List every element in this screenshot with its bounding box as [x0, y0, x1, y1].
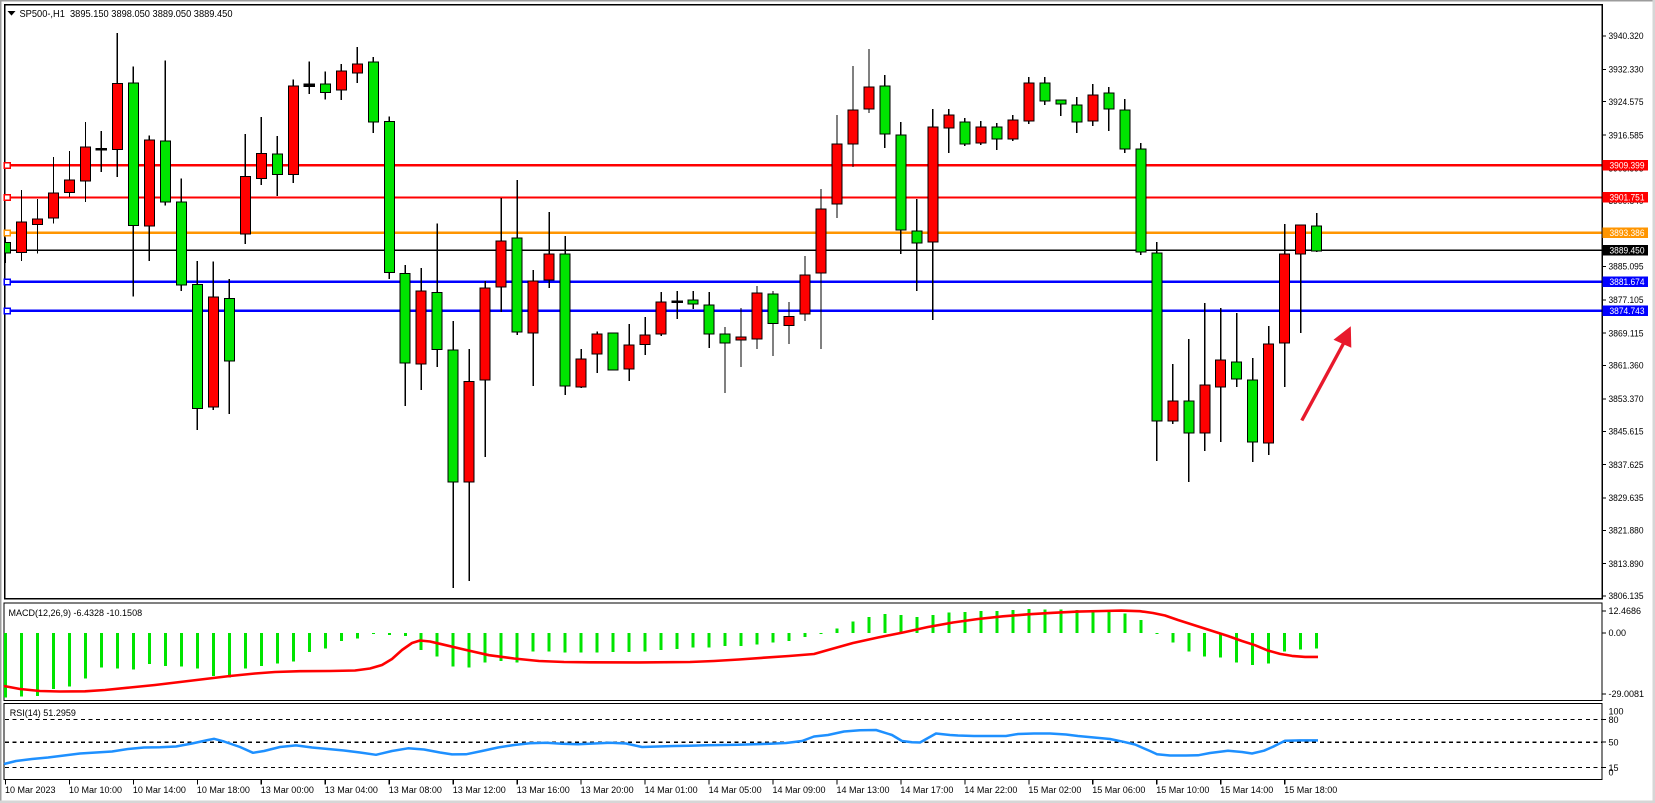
svg-text:3893.386: 3893.386 [1610, 228, 1645, 238]
svg-text:3889.450: 3889.450 [1610, 245, 1645, 255]
svg-text:13 Mar 16:00: 13 Mar 16:00 [517, 785, 570, 795]
svg-text:50: 50 [1609, 737, 1619, 747]
svg-text:SP500-,H1 3895.150 3898.050 3: SP500-,H1 3895.150 3898.050 3889.050 388… [20, 8, 233, 20]
svg-text:RSI(14) 51.2959: RSI(14) 51.2959 [10, 708, 76, 718]
svg-text:3837.625: 3837.625 [1609, 460, 1644, 470]
svg-text:13 Mar 12:00: 13 Mar 12:00 [453, 785, 506, 795]
svg-text:3885.095: 3885.095 [1609, 262, 1644, 272]
svg-text:3940.320: 3940.320 [1609, 31, 1644, 41]
svg-text:14 Mar 01:00: 14 Mar 01:00 [645, 785, 698, 795]
svg-text:3909.399: 3909.399 [1610, 161, 1645, 171]
svg-text:3845.615: 3845.615 [1609, 427, 1644, 437]
svg-text:3877.105: 3877.105 [1609, 295, 1644, 305]
svg-text:15 Mar 14:00: 15 Mar 14:00 [1220, 785, 1273, 795]
svg-text:-29.0081: -29.0081 [1609, 689, 1645, 699]
svg-text:15 Mar 10:00: 15 Mar 10:00 [1156, 785, 1209, 795]
svg-text:3901.751: 3901.751 [1610, 193, 1645, 203]
svg-text:3916.585: 3916.585 [1609, 130, 1644, 140]
svg-text:13 Mar 20:00: 13 Mar 20:00 [581, 785, 634, 795]
svg-text:10 Mar 2023: 10 Mar 2023 [5, 785, 56, 795]
svg-text:0.00: 0.00 [1609, 628, 1627, 638]
svg-text:10 Mar 14:00: 10 Mar 14:00 [133, 785, 186, 795]
svg-text:3853.370: 3853.370 [1609, 394, 1644, 404]
svg-text:3881.674: 3881.674 [1610, 277, 1645, 287]
svg-text:100: 100 [1609, 706, 1624, 716]
svg-text:10 Mar 18:00: 10 Mar 18:00 [197, 785, 250, 795]
svg-text:3861.360: 3861.360 [1609, 361, 1644, 371]
svg-text:15 Mar 18:00: 15 Mar 18:00 [1284, 785, 1337, 795]
svg-text:3869.115: 3869.115 [1609, 328, 1644, 338]
svg-text:14 Mar 22:00: 14 Mar 22:00 [964, 785, 1017, 795]
svg-text:3932.330: 3932.330 [1609, 65, 1644, 75]
svg-text:3806.135: 3806.135 [1609, 591, 1644, 601]
svg-text:MACD(12,26,9) -6.4328 -10.1508: MACD(12,26,9) -6.4328 -10.1508 [9, 608, 143, 618]
svg-text:15 Mar 02:00: 15 Mar 02:00 [1028, 785, 1081, 795]
svg-text:13 Mar 00:00: 13 Mar 00:00 [261, 785, 314, 795]
svg-text:0: 0 [1609, 768, 1614, 778]
svg-text:80: 80 [1609, 715, 1619, 725]
svg-text:3813.890: 3813.890 [1609, 559, 1644, 569]
svg-text:14 Mar 13:00: 14 Mar 13:00 [837, 785, 890, 795]
svg-text:3829.635: 3829.635 [1609, 493, 1644, 503]
svg-text:10 Mar 10:00: 10 Mar 10:00 [69, 785, 122, 795]
svg-text:14 Mar 09:00: 14 Mar 09:00 [773, 785, 826, 795]
svg-text:3874.743: 3874.743 [1610, 306, 1645, 316]
svg-text:15: 15 [1609, 763, 1619, 773]
svg-text:3924.575: 3924.575 [1609, 97, 1644, 107]
svg-text:13 Mar 04:00: 13 Mar 04:00 [325, 785, 378, 795]
svg-text:3821.880: 3821.880 [1609, 526, 1644, 536]
svg-text:12.4686: 12.4686 [1609, 606, 1642, 616]
svg-text:15 Mar 06:00: 15 Mar 06:00 [1092, 785, 1145, 795]
svg-text:14 Mar 17:00: 14 Mar 17:00 [900, 785, 953, 795]
svg-text:13 Mar 08:00: 13 Mar 08:00 [389, 785, 442, 795]
svg-text:14 Mar 05:00: 14 Mar 05:00 [709, 785, 762, 795]
